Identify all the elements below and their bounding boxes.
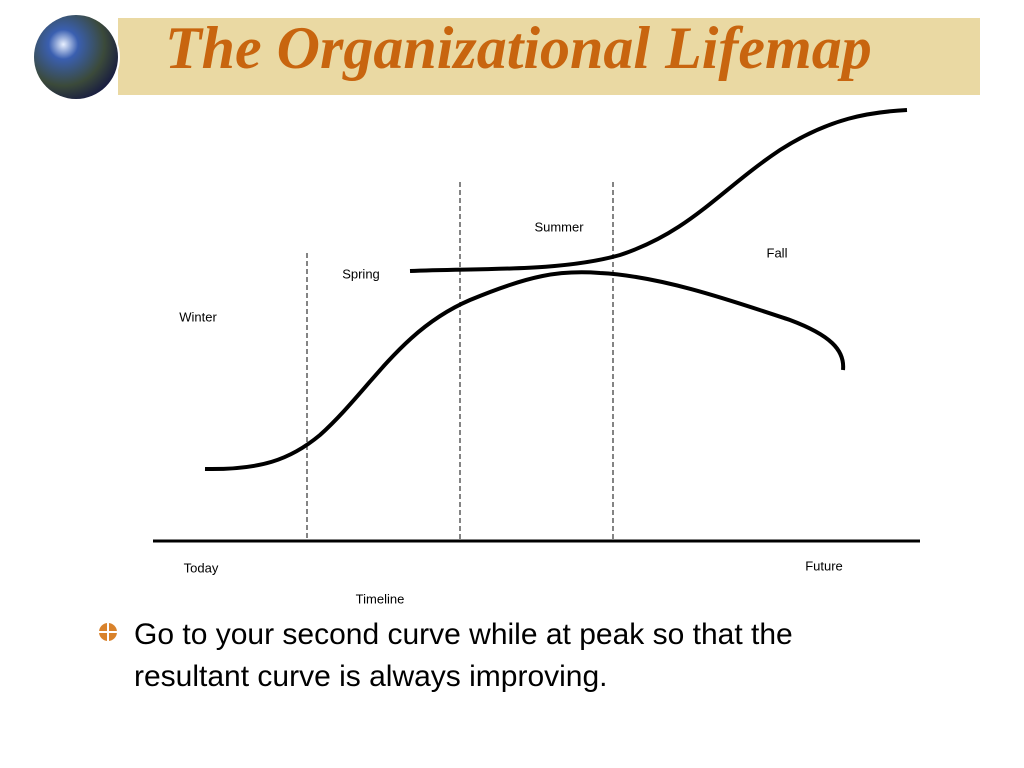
season-label: Summer	[534, 219, 584, 234]
season-label: Fall	[767, 245, 788, 260]
bullet-text: Go to your second curve while at peak so…	[134, 618, 793, 693]
second-curve	[409, 108, 908, 273]
slide-title: The Organizational Lifemap	[165, 15, 872, 81]
axis-end-label: Future	[805, 558, 843, 573]
axis-label: Timeline	[356, 591, 405, 606]
season-label: Spring	[342, 266, 380, 281]
axis-start-label: Today	[184, 560, 219, 575]
season-dividers	[306, 182, 614, 540]
globe	[34, 15, 118, 99]
title-banner	[118, 18, 980, 95]
season-label: Winter	[179, 309, 217, 324]
first-curve	[204, 270, 846, 472]
bullet-icon	[99, 623, 117, 641]
